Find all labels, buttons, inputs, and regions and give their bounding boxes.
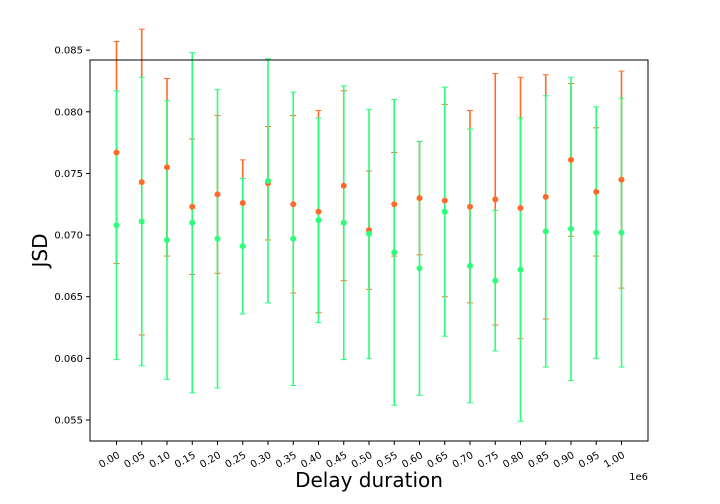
data-point-s0-2 [164, 164, 171, 171]
y-axis-title: JSD [28, 234, 52, 270]
data-point-s1-19 [593, 229, 600, 236]
x-tick-label-15: 0.75 [476, 450, 501, 471]
data-point-s0-12 [416, 195, 423, 202]
data-point-s1-20 [618, 229, 625, 236]
data-point-s1-7 [290, 235, 297, 242]
x-axis-title: Delay duration [295, 468, 443, 492]
data-point-s0-4 [214, 191, 221, 198]
data-point-s0-0 [113, 149, 120, 156]
x-tick-label-17: 0.85 [526, 450, 551, 471]
data-point-s0-13 [441, 197, 448, 204]
x-tick-label-3: 0.15 [173, 450, 198, 471]
data-point-s0-15 [492, 196, 499, 203]
y-tick-label-3: 0.070 [54, 231, 83, 242]
x-tick-label-2: 0.10 [148, 450, 173, 471]
y-tick-label-6: 0.085 [54, 46, 83, 57]
data-point-s0-9 [340, 182, 347, 189]
y-tick-label-2: 0.065 [54, 292, 83, 303]
data-point-s0-7 [290, 201, 297, 208]
data-point-s1-5 [239, 243, 246, 250]
data-point-s0-1 [138, 179, 145, 186]
x-tick-label-20: 1.00 [602, 450, 627, 471]
data-point-s1-17 [542, 228, 549, 235]
x-tick-label-16: 0.80 [501, 450, 526, 471]
data-point-s1-13 [441, 208, 448, 215]
x-tick-label-1: 0.05 [122, 450, 147, 471]
data-point-s0-19 [593, 188, 600, 195]
x-tick-label-6: 0.30 [249, 450, 274, 471]
data-point-s1-18 [567, 225, 574, 232]
data-point-s1-11 [391, 249, 398, 256]
x-tick-label-0: 0.00 [97, 450, 122, 471]
x-tick-label-4: 0.20 [198, 450, 223, 471]
x-tick-label-5: 0.25 [223, 450, 248, 471]
data-point-s0-8 [315, 208, 322, 215]
data-point-s1-6 [265, 177, 272, 184]
data-point-s0-17 [542, 193, 549, 200]
data-point-s1-3 [189, 219, 196, 226]
data-point-s0-14 [466, 203, 473, 210]
data-point-s0-3 [189, 203, 196, 210]
y-tick-label-1: 0.060 [54, 354, 83, 365]
data-point-s1-10 [366, 230, 372, 237]
data-point-s0-20 [618, 176, 625, 183]
data-point-s0-18 [567, 156, 574, 163]
data-point-s1-9 [340, 219, 347, 226]
data-point-s0-5 [239, 200, 246, 207]
data-point-s1-1 [138, 218, 145, 225]
y-tick-label-4: 0.075 [54, 169, 83, 180]
data-point-s1-4 [214, 235, 221, 242]
data-point-s0-16 [517, 204, 524, 211]
data-point-s1-16 [517, 266, 524, 273]
x-axis-offset-label: 1e6 [629, 472, 648, 483]
x-tick-label-19: 0.95 [577, 450, 602, 471]
data-point-s1-12 [416, 265, 423, 272]
y-tick-label-0: 0.055 [54, 416, 83, 427]
x-tick-label-18: 0.90 [552, 450, 577, 471]
data-point-s1-2 [164, 237, 171, 244]
y-tick-label-5: 0.080 [54, 107, 83, 118]
data-point-s1-0 [113, 222, 120, 229]
data-point-s0-11 [391, 201, 398, 208]
x-tick-label-14: 0.70 [451, 450, 476, 471]
data-point-s1-14 [466, 262, 473, 269]
data-point-s1-15 [492, 277, 499, 284]
chart-axes: 0.00 0.05 0.10 0.15 0.20 0.25 0.30 0.35 0.40 0.45… [54, 46, 627, 471]
data-point-s1-8 [315, 217, 322, 224]
chart-marks [113, 28, 625, 422]
